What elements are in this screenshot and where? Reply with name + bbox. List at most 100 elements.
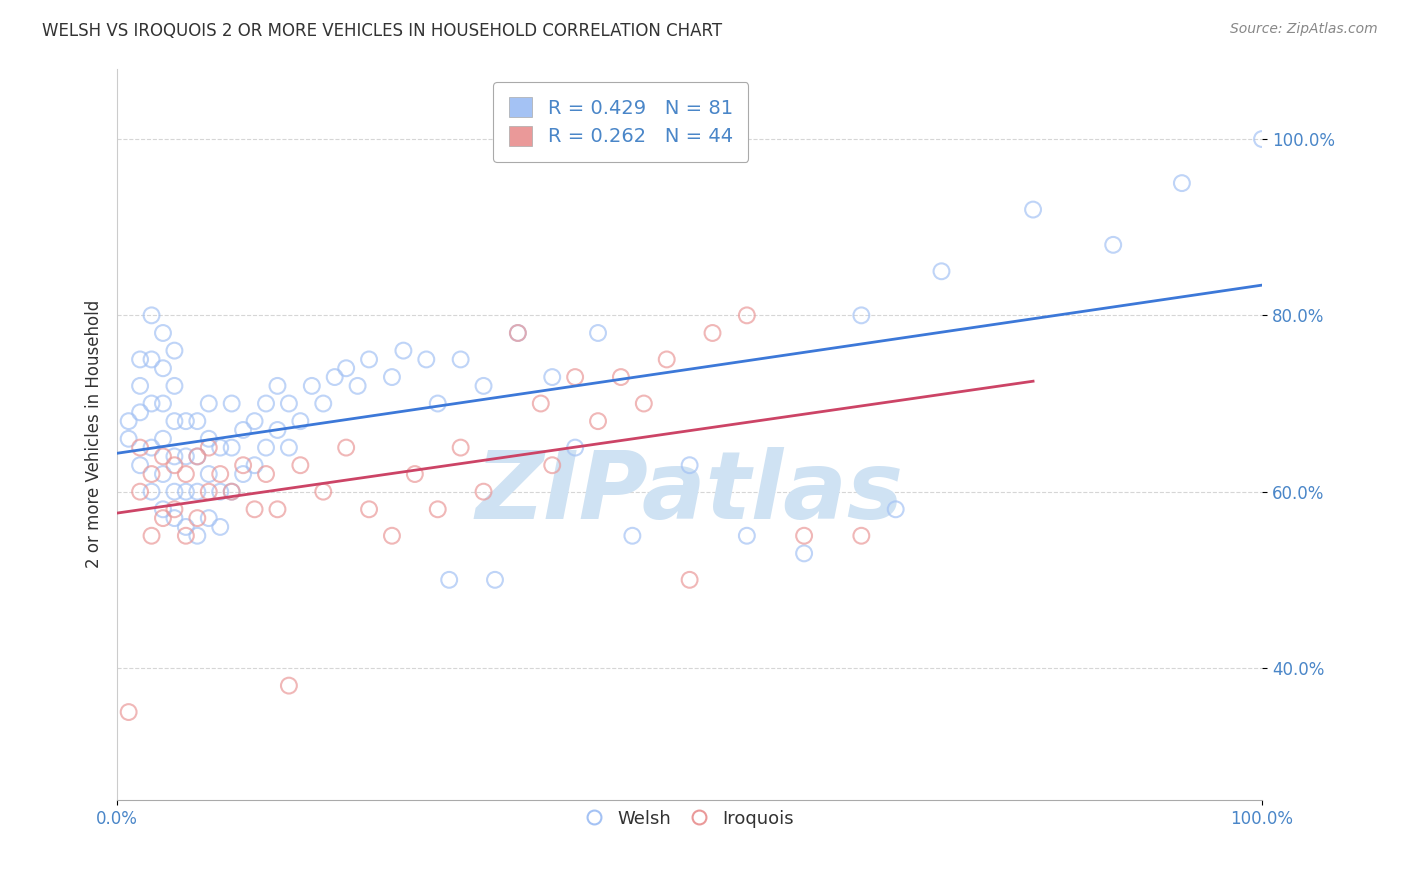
Point xyxy=(186,511,208,525)
Point xyxy=(117,432,139,446)
Point xyxy=(277,441,299,455)
Point xyxy=(232,458,254,473)
Point xyxy=(129,352,152,367)
Point xyxy=(415,352,437,367)
Point xyxy=(851,529,873,543)
Point xyxy=(197,441,219,455)
Point xyxy=(186,450,208,464)
Point xyxy=(506,326,529,340)
Point xyxy=(141,484,163,499)
Point xyxy=(335,361,357,376)
Point xyxy=(793,546,815,560)
Point xyxy=(197,467,219,481)
Point xyxy=(392,343,415,358)
Point xyxy=(437,573,460,587)
Point xyxy=(426,502,449,516)
Point xyxy=(735,529,758,543)
Point xyxy=(404,467,426,481)
Text: Source: ZipAtlas.com: Source: ZipAtlas.com xyxy=(1230,22,1378,37)
Point xyxy=(530,396,553,410)
Point xyxy=(152,502,174,516)
Point xyxy=(117,414,139,428)
Point xyxy=(141,309,163,323)
Point xyxy=(152,467,174,481)
Point xyxy=(197,511,219,525)
Point xyxy=(129,379,152,393)
Point xyxy=(129,405,152,419)
Point xyxy=(678,458,700,473)
Point xyxy=(152,432,174,446)
Point xyxy=(381,370,404,384)
Point xyxy=(346,379,368,393)
Point xyxy=(163,414,186,428)
Point xyxy=(931,264,953,278)
Point xyxy=(117,705,139,719)
Point xyxy=(174,484,197,499)
Point xyxy=(221,484,243,499)
Point xyxy=(793,529,815,543)
Point xyxy=(174,450,197,464)
Point xyxy=(266,423,288,437)
Point xyxy=(586,326,609,340)
Point xyxy=(884,502,907,516)
Point xyxy=(129,484,152,499)
Point xyxy=(174,467,197,481)
Point xyxy=(197,432,219,446)
Point xyxy=(254,441,277,455)
Point xyxy=(335,441,357,455)
Point xyxy=(174,520,197,534)
Point xyxy=(152,396,174,410)
Point xyxy=(655,352,678,367)
Point xyxy=(851,309,873,323)
Point xyxy=(174,414,197,428)
Point xyxy=(678,573,700,587)
Point xyxy=(702,326,724,340)
Point xyxy=(735,309,758,323)
Point xyxy=(426,396,449,410)
Point xyxy=(610,370,633,384)
Point xyxy=(254,467,277,481)
Point xyxy=(186,450,208,464)
Point xyxy=(472,379,495,393)
Point xyxy=(484,573,506,587)
Point xyxy=(266,379,288,393)
Point xyxy=(243,458,266,473)
Point xyxy=(621,529,644,543)
Point xyxy=(586,414,609,428)
Point xyxy=(186,414,208,428)
Point xyxy=(243,502,266,516)
Point xyxy=(357,502,380,516)
Point xyxy=(163,502,186,516)
Point xyxy=(129,458,152,473)
Point xyxy=(450,441,472,455)
Point xyxy=(186,484,208,499)
Point xyxy=(312,484,335,499)
Point xyxy=(141,467,163,481)
Point xyxy=(450,352,472,367)
Point xyxy=(197,484,219,499)
Point xyxy=(312,396,335,410)
Point xyxy=(290,414,312,428)
Point xyxy=(564,441,586,455)
Point xyxy=(141,441,163,455)
Point xyxy=(1022,202,1045,217)
Point xyxy=(472,484,495,499)
Point xyxy=(209,520,232,534)
Point xyxy=(209,441,232,455)
Point xyxy=(232,467,254,481)
Point xyxy=(357,352,380,367)
Point xyxy=(141,352,163,367)
Point xyxy=(221,484,243,499)
Legend: Welsh, Iroquois: Welsh, Iroquois xyxy=(578,803,801,835)
Point xyxy=(221,441,243,455)
Point xyxy=(254,396,277,410)
Point xyxy=(152,361,174,376)
Point xyxy=(152,511,174,525)
Point xyxy=(633,396,655,410)
Point xyxy=(152,326,174,340)
Point xyxy=(323,370,346,384)
Point xyxy=(277,679,299,693)
Point xyxy=(163,450,186,464)
Point xyxy=(174,529,197,543)
Point xyxy=(1251,132,1274,146)
